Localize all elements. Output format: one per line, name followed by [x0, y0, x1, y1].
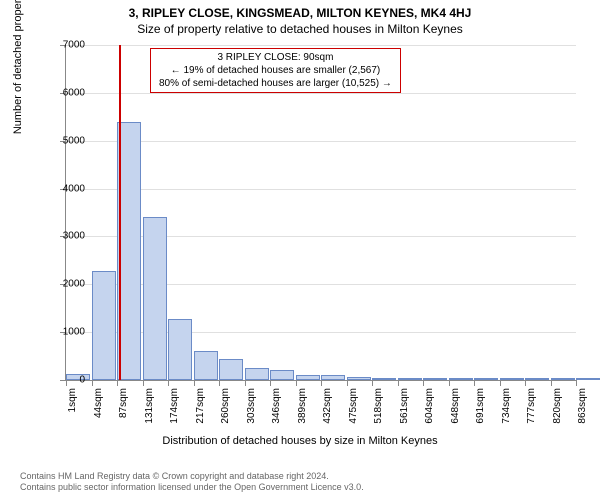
x-tick: [551, 380, 552, 386]
histogram-bar: [551, 378, 575, 380]
histogram-bar: [500, 378, 524, 380]
x-tick: [576, 380, 577, 386]
y-tick-label: 3000: [45, 231, 85, 242]
histogram-bar: [194, 351, 218, 380]
x-tick: [372, 380, 373, 386]
histogram-bar: [449, 378, 473, 380]
y-tick-label: 7000: [45, 40, 85, 51]
histogram-bar: [143, 217, 167, 380]
x-tick-label: 346sqm: [271, 388, 282, 438]
histogram-bar: [321, 375, 345, 380]
x-tick: [449, 380, 450, 386]
histogram-bar: [245, 368, 269, 380]
chart-container: 3, RIPLEY CLOSE, KINGSMEAD, MILTON KEYNE…: [0, 0, 600, 500]
grid-line: [66, 141, 576, 142]
y-tick-label: 0: [45, 375, 85, 386]
histogram-bar: [576, 378, 600, 380]
x-tick: [194, 380, 195, 386]
x-tick-label: 475sqm: [348, 388, 359, 438]
x-tick-label: 777sqm: [526, 388, 537, 438]
y-axis-label: Number of detached properties: [12, 0, 24, 134]
x-tick: [168, 380, 169, 386]
histogram-bar: [296, 375, 320, 380]
x-tick-label: 561sqm: [399, 388, 410, 438]
x-tick-label: 820sqm: [552, 388, 563, 438]
grid-line: [66, 45, 576, 46]
x-tick-label: 174sqm: [169, 388, 180, 438]
x-tick: [117, 380, 118, 386]
x-tick-label: 217sqm: [195, 388, 206, 438]
x-tick: [143, 380, 144, 386]
x-tick: [500, 380, 501, 386]
x-tick: [92, 380, 93, 386]
x-tick: [219, 380, 220, 386]
x-tick-label: 604sqm: [424, 388, 435, 438]
y-tick-label: 1000: [45, 327, 85, 338]
x-tick-label: 1sqm: [67, 388, 78, 438]
histogram-bar: [398, 378, 422, 380]
x-tick: [525, 380, 526, 386]
x-tick: [474, 380, 475, 386]
x-tick-label: 131sqm: [144, 388, 155, 438]
footer-line2: Contains public sector information licen…: [20, 482, 364, 494]
property-marker-line: [119, 45, 121, 380]
x-tick: [321, 380, 322, 386]
x-tick: [398, 380, 399, 386]
histogram-bar: [92, 271, 116, 380]
x-tick-label: 87sqm: [118, 388, 129, 438]
x-tick: [423, 380, 424, 386]
x-tick-label: 389sqm: [297, 388, 308, 438]
histogram-bar: [525, 378, 549, 380]
grid-line: [66, 189, 576, 190]
plot-area: [65, 45, 576, 381]
x-tick-label: 44sqm: [93, 388, 104, 438]
footer-attribution: Contains HM Land Registry data © Crown c…: [20, 471, 364, 494]
title-primary: 3, RIPLEY CLOSE, KINGSMEAD, MILTON KEYNE…: [0, 0, 600, 20]
histogram-bar: [474, 378, 498, 380]
histogram-bar: [372, 378, 396, 380]
title-secondary: Size of property relative to detached ho…: [0, 20, 600, 36]
histogram-bar: [423, 378, 447, 380]
x-tick-label: 303sqm: [246, 388, 257, 438]
histogram-bar: [219, 359, 243, 380]
annotation-line2: ← 19% of detached houses are smaller (2,…: [159, 64, 392, 77]
x-tick: [347, 380, 348, 386]
x-tick-label: 648sqm: [450, 388, 461, 438]
y-tick-label: 4000: [45, 183, 85, 194]
x-tick-label: 734sqm: [501, 388, 512, 438]
x-tick-label: 432sqm: [322, 388, 333, 438]
annotation-box: 3 RIPLEY CLOSE: 90sqm ← 19% of detached …: [150, 48, 401, 93]
x-tick: [296, 380, 297, 386]
x-tick-label: 691sqm: [475, 388, 486, 438]
histogram-bar: [168, 319, 192, 380]
y-tick-label: 6000: [45, 87, 85, 98]
footer-line1: Contains HM Land Registry data © Crown c…: [20, 471, 364, 483]
annotation-line1: 3 RIPLEY CLOSE: 90sqm: [159, 51, 392, 64]
y-tick-label: 5000: [45, 135, 85, 146]
histogram-bar: [270, 370, 294, 380]
x-tick: [270, 380, 271, 386]
x-tick: [245, 380, 246, 386]
histogram-bar: [347, 377, 371, 380]
x-tick-label: 260sqm: [220, 388, 231, 438]
x-tick-label: 518sqm: [373, 388, 384, 438]
y-tick-label: 2000: [45, 279, 85, 290]
x-tick-label: 863sqm: [577, 388, 588, 438]
annotation-line3: 80% of semi-detached houses are larger (…: [159, 77, 392, 90]
